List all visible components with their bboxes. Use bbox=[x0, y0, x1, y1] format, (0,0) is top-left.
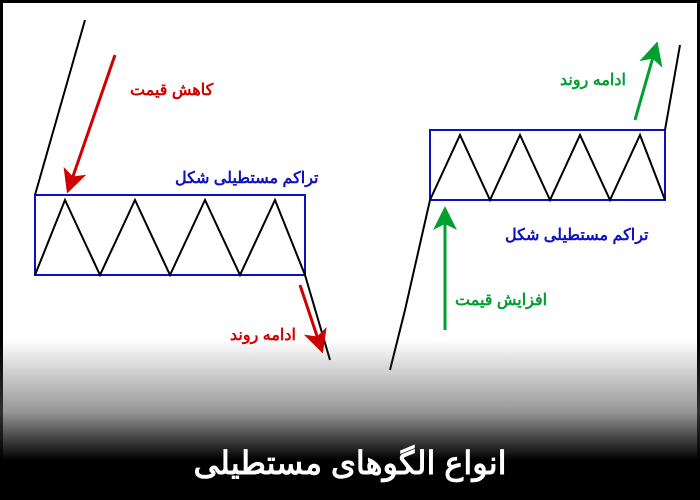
right-exit-label: ادامه روند bbox=[560, 70, 626, 90]
title-bar: انواع الگوهای مستطیلی bbox=[0, 340, 700, 500]
right-entry-label: افزایش قیمت bbox=[455, 290, 547, 310]
left-consol-label: تراکم مستطیلی شکل bbox=[175, 168, 319, 188]
diagram-title: انواع الگوهای مستطیلی bbox=[193, 444, 506, 482]
right-consol-label: تراکم مستطیلی شکل bbox=[505, 225, 649, 245]
left-entry-label: کاهش قیمت bbox=[130, 80, 213, 100]
